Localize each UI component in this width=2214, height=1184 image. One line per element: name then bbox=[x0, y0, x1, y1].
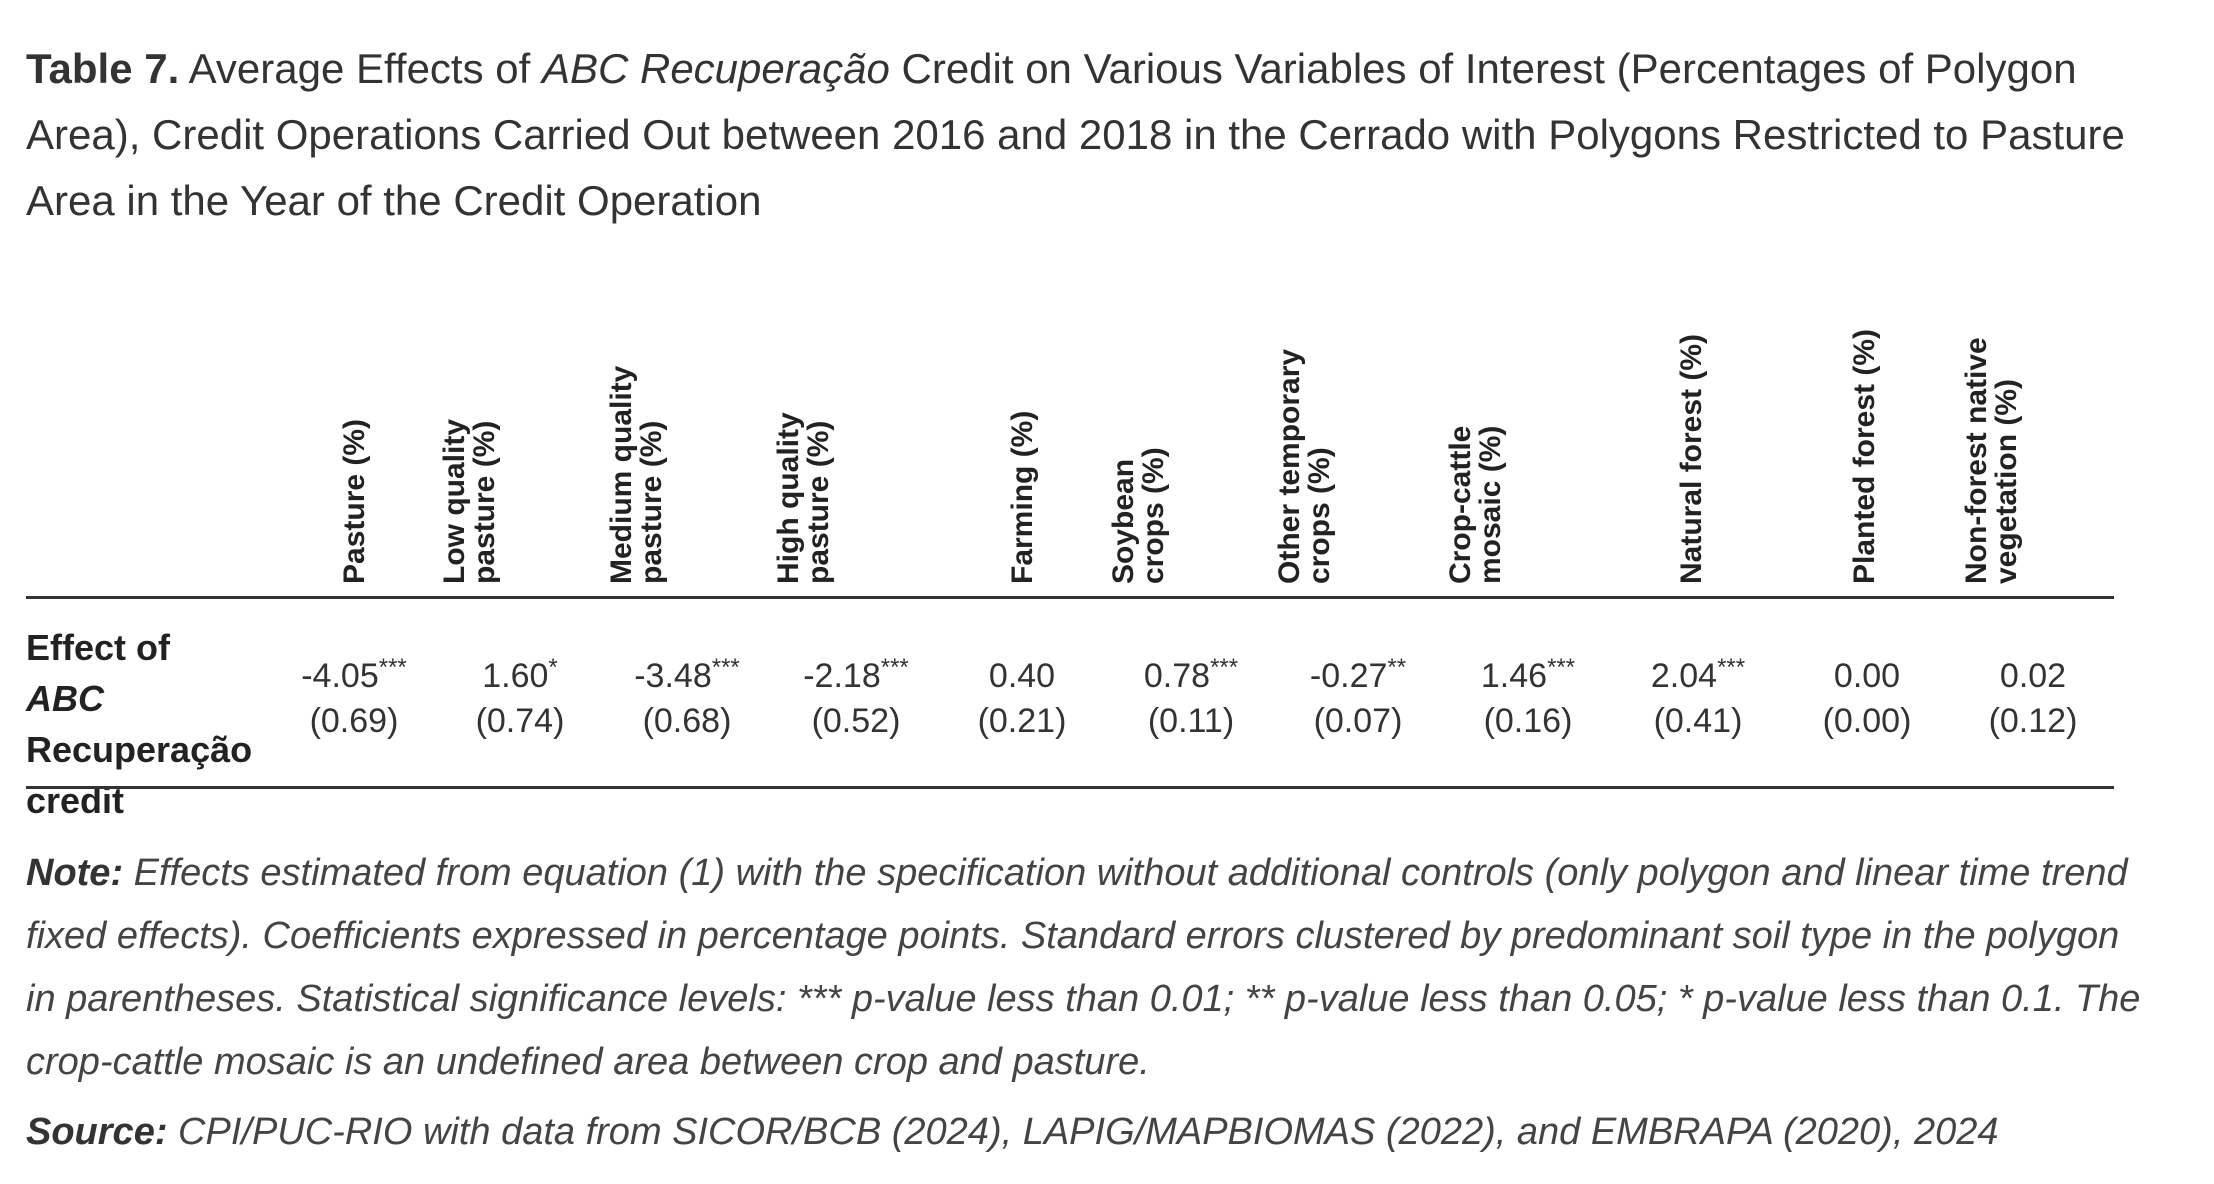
column-header-line: Planted forest (%) bbox=[1848, 328, 1881, 584]
table-title-italic: ABC Recuperação bbox=[541, 45, 890, 92]
coefficient-value: 1.46 bbox=[1480, 657, 1548, 695]
column-header-line: Natural forest (%) bbox=[1675, 333, 1708, 584]
coefficient-cell: 1.46*** bbox=[1448, 642, 1608, 702]
source-label: Source: bbox=[26, 1111, 168, 1153]
coefficient-cell: -3.48*** bbox=[607, 642, 767, 702]
column-header-line: crops (%) bbox=[1303, 447, 1336, 584]
standard-error-cell: (0.68) bbox=[642, 702, 732, 740]
coefficient-value: -4.05 bbox=[301, 657, 379, 695]
coefficient-cell: 2.04*** bbox=[1618, 642, 1778, 702]
significance-stars: *** bbox=[711, 654, 740, 681]
coefficient-value: -0.27 bbox=[1309, 657, 1388, 695]
column-header-line: mosaic (%) bbox=[1474, 425, 1507, 584]
table-bottom-rule bbox=[26, 786, 2114, 789]
coefficient-value: 2.04 bbox=[1650, 657, 1718, 695]
column-header-line: pasture (%) bbox=[635, 420, 668, 584]
standard-error-cell: (0.00) bbox=[1822, 702, 1912, 740]
column-header-line: Medium quality bbox=[605, 365, 638, 584]
significance-stars: *** bbox=[1210, 654, 1239, 681]
coefficient-cell: -4.05*** bbox=[274, 642, 434, 702]
standard-error-cell: (0.41) bbox=[1653, 702, 1743, 740]
table-top-rule bbox=[26, 596, 2114, 599]
row-label-effect: Effect of ABC Recuperação credit bbox=[26, 622, 252, 826]
table-note: Note: Effects estimated from equation (1… bbox=[26, 842, 2146, 1094]
note-label: Note: bbox=[26, 852, 124, 894]
column-header-line: vegetation (%) bbox=[1990, 378, 2023, 584]
column-header-line: Crop-cattle bbox=[1444, 425, 1477, 584]
coefficient-cell: 0.40 bbox=[942, 642, 1102, 702]
column-header-line: pasture (%) bbox=[468, 420, 501, 584]
coefficient-value: 0.00 bbox=[1833, 657, 1901, 695]
table-title-part2: Credit on Various Variables of Interest … bbox=[26, 45, 2125, 224]
standard-error-cell: (0.11) bbox=[1147, 702, 1235, 740]
coefficient-cell: 0.02 bbox=[1953, 642, 2113, 702]
significance-stars: ** bbox=[1387, 654, 1407, 681]
table-title-part1: Average Effects of bbox=[179, 45, 542, 92]
standard-error-cell: (0.16) bbox=[1483, 702, 1573, 740]
column-header-line: Farming (%) bbox=[1006, 410, 1039, 584]
significance-stars: *** bbox=[880, 654, 909, 681]
row-label-part1: Effect of bbox=[26, 627, 170, 668]
coefficient-value: 0.40 bbox=[988, 657, 1056, 695]
standard-error-cell: (0.69) bbox=[309, 702, 399, 740]
note-text: Effects estimated from equation (1) with… bbox=[26, 852, 2141, 1083]
significance-stars: * bbox=[548, 654, 558, 681]
table-title-label: Table 7. bbox=[26, 45, 180, 92]
column-header-line: Pasture (%) bbox=[338, 418, 371, 584]
standard-error-cell: (0.52) bbox=[811, 702, 901, 740]
row-label-part2: Recuperação bbox=[26, 729, 253, 770]
column-header-line: Other temporary bbox=[1273, 348, 1306, 584]
coefficient-value: -2.18 bbox=[803, 657, 881, 695]
column-header-line: Soybean bbox=[1107, 458, 1140, 584]
significance-stars: *** bbox=[1717, 654, 1746, 681]
coefficient-cell: -2.18*** bbox=[776, 642, 936, 702]
column-header-line: Non-forest native bbox=[1960, 337, 1993, 584]
standard-error-cell: (0.07) bbox=[1313, 702, 1403, 740]
table-title: Table 7. Average Effects of ABC Recupera… bbox=[26, 36, 2136, 234]
coefficient-cell: 0.78*** bbox=[1111, 642, 1271, 702]
coefficient-value: 0.02 bbox=[1999, 657, 2067, 695]
coefficient-value: -3.48 bbox=[634, 657, 712, 695]
coefficient-cell: 0.00 bbox=[1787, 642, 1947, 702]
standard-error-cell: (0.74) bbox=[475, 702, 565, 740]
column-header-line: pasture (%) bbox=[802, 420, 835, 584]
significance-stars: *** bbox=[1547, 654, 1576, 681]
coefficient-cell: 1.60* bbox=[440, 642, 600, 702]
standard-error-cell: (0.12) bbox=[1988, 702, 2078, 740]
standard-error-cell: (0.21) bbox=[977, 702, 1067, 740]
significance-stars: *** bbox=[378, 654, 407, 681]
column-header-line: High quality bbox=[772, 412, 805, 584]
column-header-line: Low quality bbox=[438, 419, 471, 584]
coefficient-value: 1.60 bbox=[482, 657, 549, 695]
row-label-italic: ABC bbox=[26, 678, 104, 719]
coefficient-cell: -0.27** bbox=[1278, 642, 1438, 702]
column-header-line: crops (%) bbox=[1137, 447, 1170, 584]
coefficient-value: 0.78 bbox=[1143, 657, 1211, 695]
table-source: Source: CPI/PUC-RIO with data from SICOR… bbox=[26, 1104, 2186, 1160]
source-text: CPI/PUC-RIO with data from SICOR/BCB (20… bbox=[167, 1111, 1999, 1153]
